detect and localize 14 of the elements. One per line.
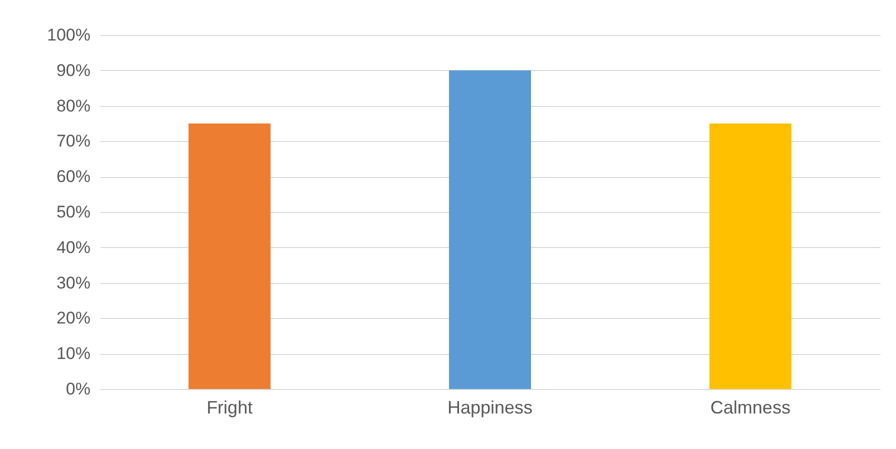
y-tick-label: 80% (56, 96, 90, 116)
y-tick-label: 30% (56, 273, 90, 292)
y-tick-label: 10% (56, 344, 90, 364)
x-tick-label: Fright (206, 398, 253, 418)
x-tick-label: Calmness (710, 398, 790, 418)
y-tick-label: 0% (66, 380, 90, 398)
y-tick-label: 20% (56, 308, 90, 328)
y-tick-label: 50% (56, 202, 90, 222)
y-tick-label: 90% (56, 60, 90, 80)
y-tick-label: 40% (56, 238, 90, 257)
y-tick-label: 100% (47, 26, 90, 44)
x-tick-label: Happiness (447, 398, 533, 418)
y-tick-label: 60% (56, 167, 90, 186)
y-tick-label: 70% (56, 132, 90, 151)
